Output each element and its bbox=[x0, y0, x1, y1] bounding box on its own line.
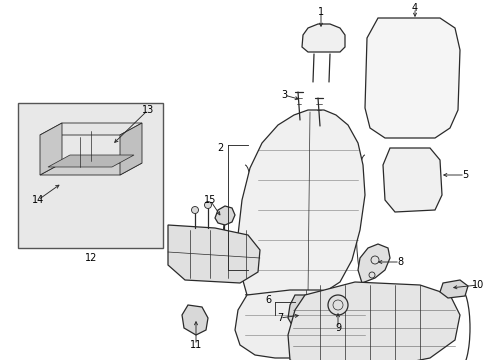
Polygon shape bbox=[287, 282, 459, 360]
Polygon shape bbox=[182, 305, 207, 335]
Bar bbox=[18, 103, 163, 248]
Polygon shape bbox=[235, 290, 367, 358]
Text: 2: 2 bbox=[217, 143, 223, 153]
Polygon shape bbox=[40, 163, 142, 175]
Circle shape bbox=[327, 295, 347, 315]
Text: 1: 1 bbox=[317, 7, 324, 17]
Polygon shape bbox=[382, 148, 441, 212]
Polygon shape bbox=[168, 225, 260, 283]
Polygon shape bbox=[439, 280, 467, 298]
Text: 15: 15 bbox=[203, 195, 216, 205]
Text: 3: 3 bbox=[281, 90, 286, 100]
Text: 9: 9 bbox=[334, 323, 340, 333]
Text: 8: 8 bbox=[396, 257, 402, 267]
Text: 13: 13 bbox=[142, 105, 154, 115]
Text: 6: 6 bbox=[264, 295, 270, 305]
Text: 10: 10 bbox=[471, 280, 483, 290]
Polygon shape bbox=[238, 110, 364, 300]
Polygon shape bbox=[120, 123, 142, 175]
Text: 11: 11 bbox=[189, 340, 202, 350]
Circle shape bbox=[191, 207, 198, 213]
Polygon shape bbox=[215, 206, 235, 225]
Text: 14: 14 bbox=[32, 195, 44, 205]
Text: 12: 12 bbox=[84, 253, 97, 263]
Text: 7: 7 bbox=[276, 313, 283, 323]
Polygon shape bbox=[287, 295, 347, 335]
Text: 5: 5 bbox=[461, 170, 467, 180]
Text: 4: 4 bbox=[411, 3, 417, 13]
Polygon shape bbox=[302, 24, 345, 52]
Polygon shape bbox=[357, 244, 389, 283]
Polygon shape bbox=[40, 123, 142, 135]
Polygon shape bbox=[40, 123, 62, 175]
Polygon shape bbox=[48, 155, 134, 167]
Circle shape bbox=[204, 202, 211, 208]
Polygon shape bbox=[364, 18, 459, 138]
